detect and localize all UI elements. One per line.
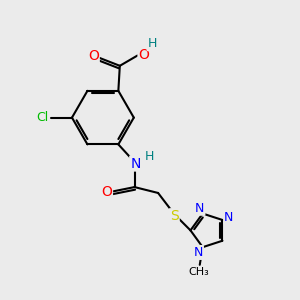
Text: N: N — [194, 246, 203, 259]
Text: O: O — [101, 185, 112, 199]
Text: O: O — [88, 50, 99, 63]
Text: H: H — [145, 150, 154, 163]
Text: N: N — [130, 157, 141, 170]
Text: O: O — [139, 48, 149, 62]
Text: H: H — [148, 37, 157, 50]
Text: N: N — [195, 202, 204, 215]
Text: CH₃: CH₃ — [188, 267, 209, 277]
Text: N: N — [224, 211, 234, 224]
Text: Cl: Cl — [36, 111, 48, 124]
Text: S: S — [170, 209, 179, 223]
